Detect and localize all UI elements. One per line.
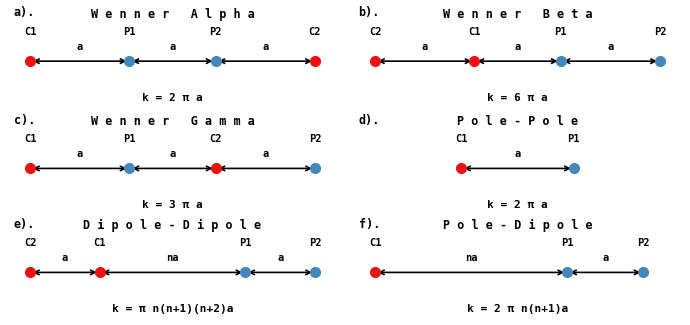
Text: C1: C1: [93, 239, 106, 248]
Text: a: a: [277, 254, 284, 264]
Text: a: a: [262, 42, 268, 52]
Text: a: a: [77, 150, 83, 160]
Text: na: na: [465, 254, 477, 264]
Text: C2: C2: [209, 135, 221, 144]
Text: k = 2 π n(n+1)a: k = 2 π n(n+1)a: [467, 304, 568, 314]
Text: C2: C2: [308, 27, 321, 37]
Text: P2: P2: [308, 239, 321, 248]
Text: P1: P1: [124, 27, 136, 37]
Text: P o l e - D i p o l e: P o l e - D i p o l e: [443, 219, 592, 232]
Text: P2: P2: [653, 27, 666, 37]
Text: C1: C1: [369, 239, 382, 248]
Text: f).: f).: [359, 218, 380, 231]
Text: C2: C2: [24, 239, 37, 248]
Text: P1: P1: [124, 135, 136, 144]
Text: P o l e - P o l e: P o l e - P o l e: [457, 115, 578, 128]
Text: c).: c).: [14, 114, 35, 127]
Text: k = π n(n+1)(n+2)a: k = π n(n+1)(n+2)a: [112, 304, 233, 314]
Text: P1: P1: [561, 239, 573, 248]
Text: D i p o l e - D i p o l e: D i p o l e - D i p o l e: [83, 219, 262, 232]
Text: W e n n e r   B e t a: W e n n e r B e t a: [443, 7, 592, 20]
Text: a: a: [262, 150, 268, 160]
Text: a: a: [514, 42, 521, 52]
Text: W e n n e r   G a m m a: W e n n e r G a m m a: [90, 115, 255, 128]
Text: a: a: [602, 254, 609, 264]
Text: a: a: [607, 42, 613, 52]
Text: a).: a).: [14, 6, 35, 20]
Text: C1: C1: [24, 27, 37, 37]
Text: W e n n e r   A l p h a: W e n n e r A l p h a: [90, 7, 255, 20]
Text: k = 6 π a: k = 6 π a: [487, 93, 548, 103]
Text: b).: b).: [359, 6, 380, 20]
Text: a: a: [61, 254, 68, 264]
Text: a: a: [169, 42, 176, 52]
Text: na: na: [166, 254, 179, 264]
Text: C2: C2: [369, 27, 382, 37]
Text: k = 3 π a: k = 3 π a: [142, 200, 203, 210]
Text: C1: C1: [455, 135, 467, 144]
Text: C1: C1: [24, 135, 37, 144]
Text: a: a: [514, 150, 521, 160]
Text: P2: P2: [637, 239, 649, 248]
Text: a: a: [77, 42, 83, 52]
Text: P2: P2: [308, 135, 321, 144]
Text: P1: P1: [239, 239, 252, 248]
Text: P1: P1: [568, 135, 580, 144]
Text: d).: d).: [359, 114, 380, 127]
Text: k = 2 π a: k = 2 π a: [142, 93, 203, 103]
Text: P2: P2: [209, 27, 221, 37]
Text: C1: C1: [469, 27, 481, 37]
Text: k = 2 π a: k = 2 π a: [487, 200, 548, 210]
Text: P1: P1: [554, 27, 566, 37]
Text: e).: e).: [14, 218, 35, 231]
Text: a: a: [169, 150, 176, 160]
Text: a: a: [422, 42, 428, 52]
